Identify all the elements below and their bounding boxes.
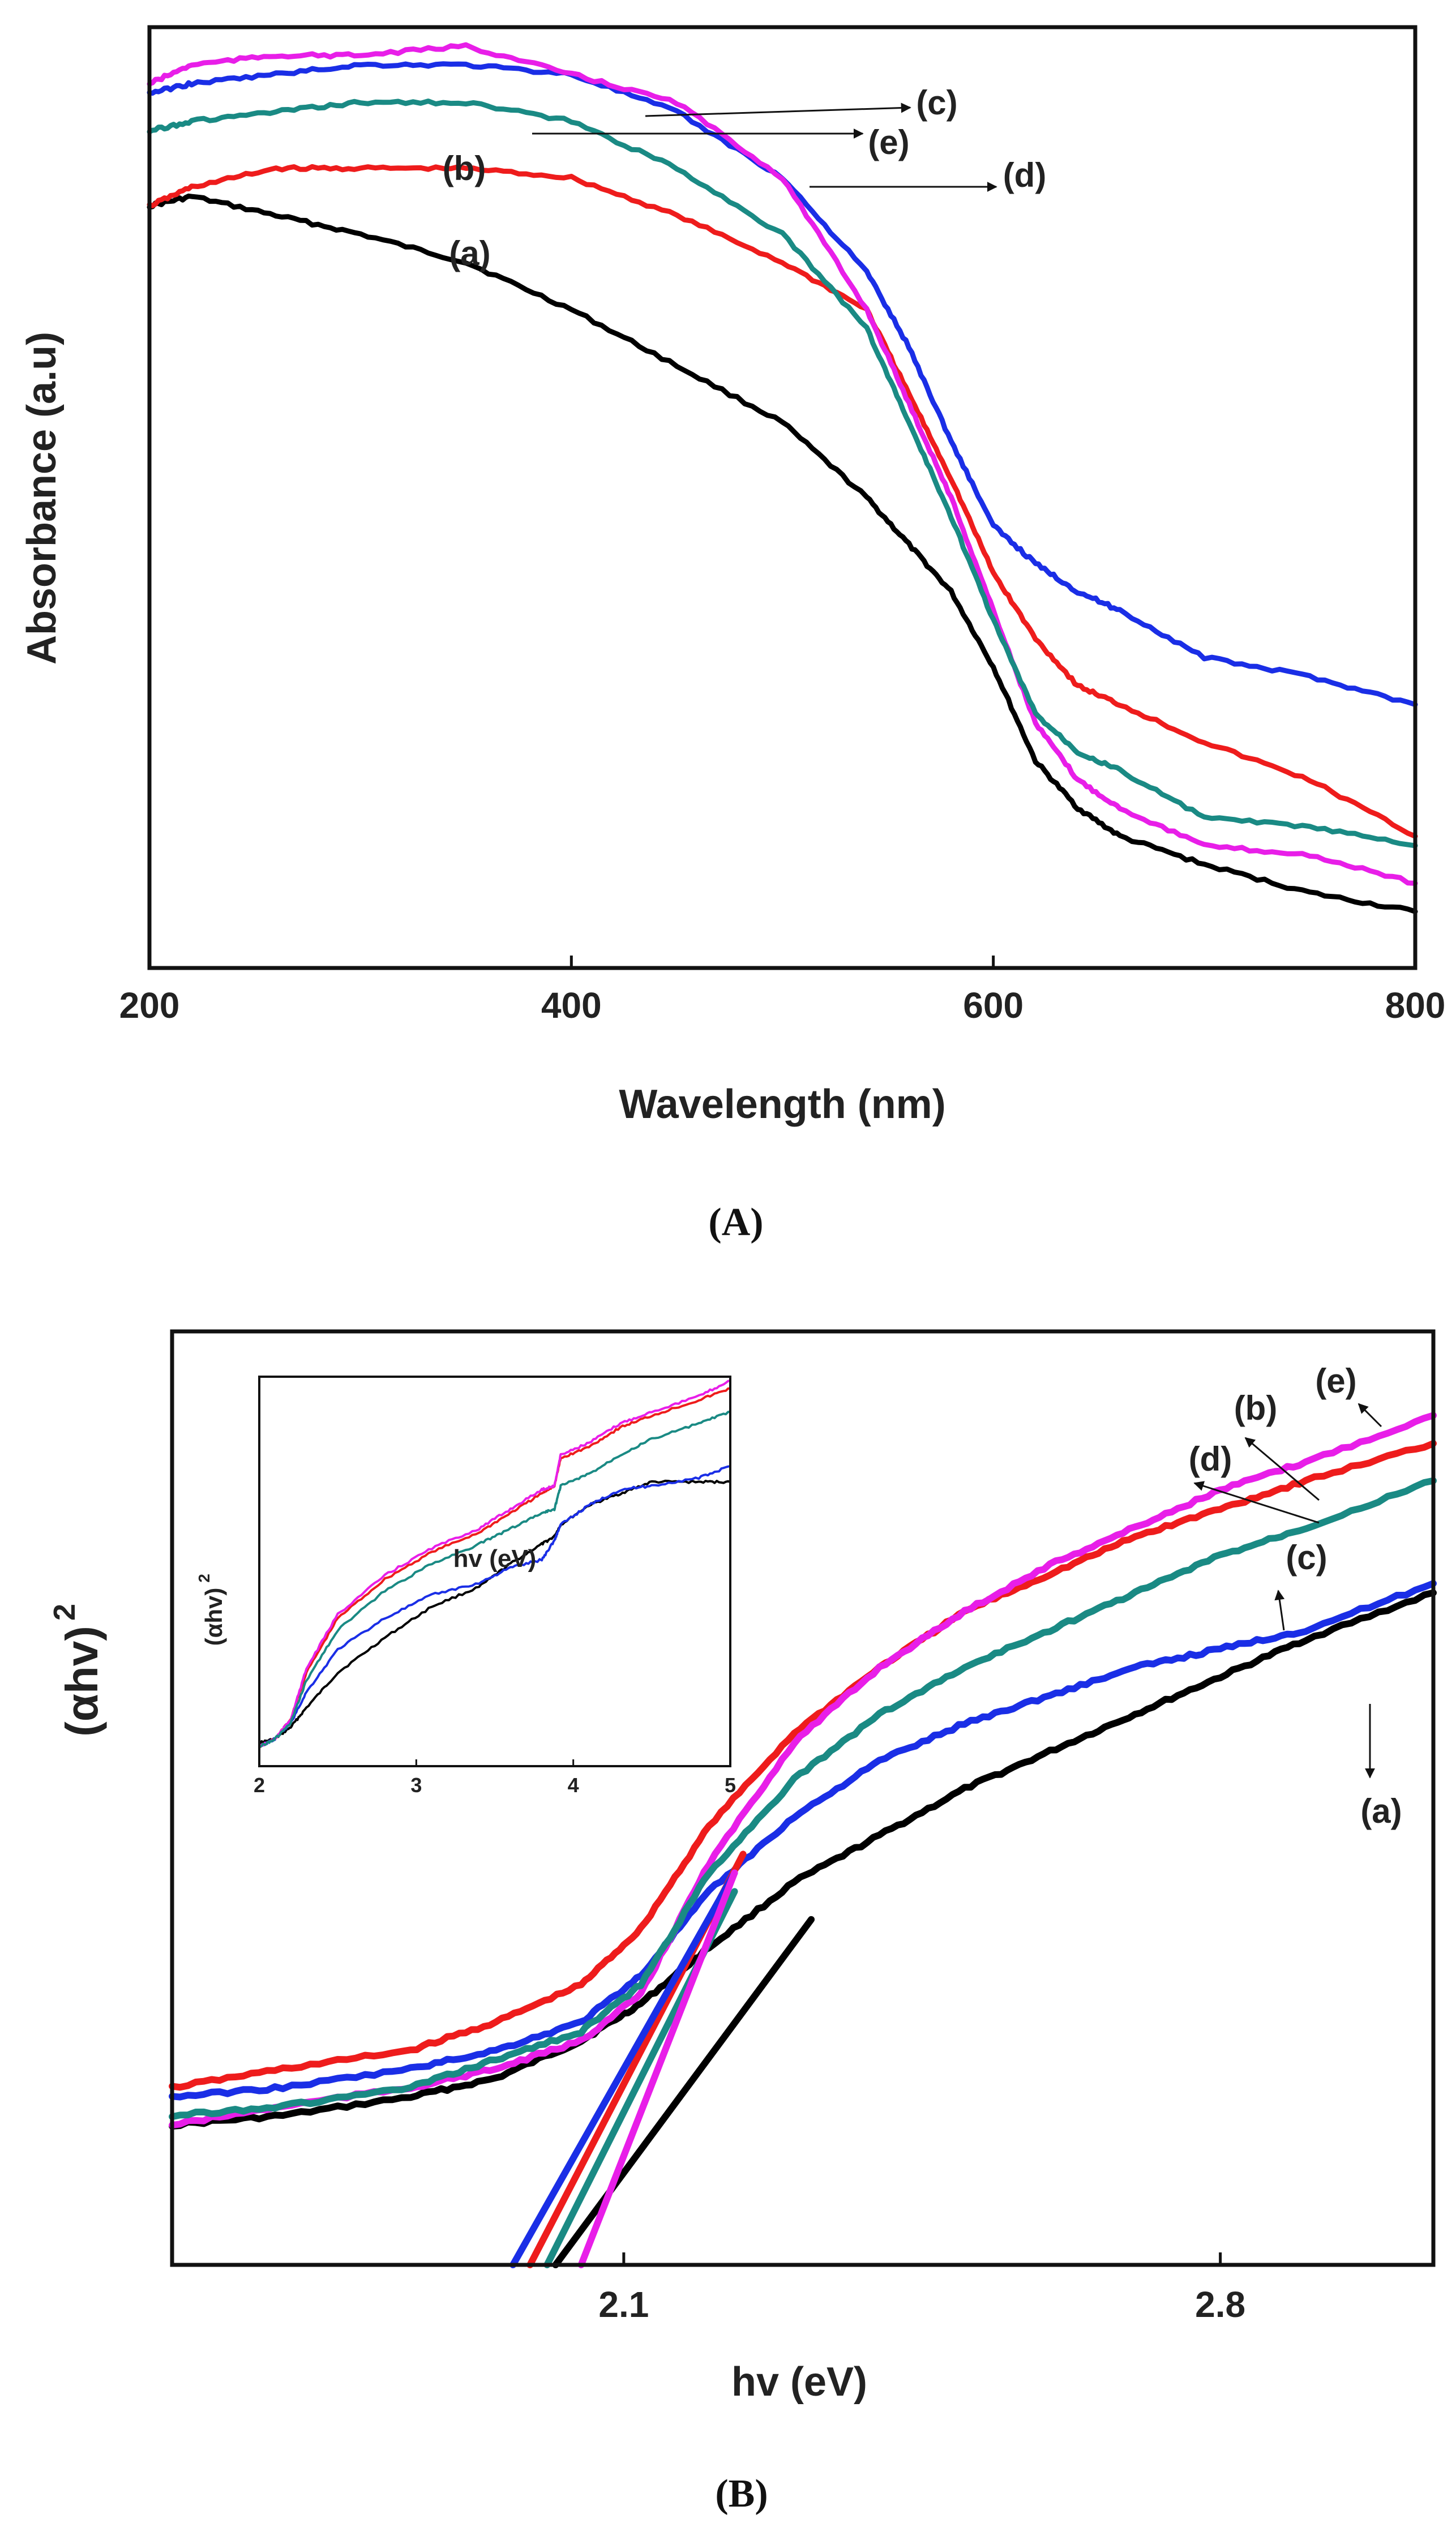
panel-a-series-b-line	[147, 164, 1418, 839]
panel-a-curve-label-d: (d)	[1003, 156, 1047, 194]
panel-a-annotations: (a) (b) (c)(e) (d)	[443, 84, 1047, 272]
inset-y-axis-title: (αhv)	[200, 1588, 227, 1646]
inset-x-ticks: 2 3 4 5	[254, 1759, 736, 1797]
panel-b-y-axis-title-group: (αhv) 2	[48, 1604, 107, 1737]
panel-b-y-axis-superscript: 2	[48, 1604, 82, 1621]
panel-a-x-axis-title: Wavelength (nm)	[619, 1082, 945, 1127]
panel-b-series-a-line	[169, 1589, 1437, 2130]
inset-series-c-line	[258, 1465, 731, 1748]
panel-a-x-tick-label: 400	[541, 985, 602, 1026]
panel-a-annotation-arrow	[645, 102, 911, 117]
panel-b-x-tick-label: 2.8	[1195, 2284, 1245, 2325]
panel-b-x-ticks: 2.1 2.8	[598, 2252, 1245, 2325]
panel-b-curves	[169, 1412, 1437, 2130]
panel-a-series-e-line	[147, 98, 1418, 849]
inset-background	[259, 1377, 730, 1766]
panel-b-annotation-arrow	[1244, 1437, 1320, 1501]
panel-a-y-axis-title: Absorbance (a.u)	[19, 332, 65, 665]
inset-series-d-line	[258, 1379, 731, 1748]
panel-b-inset: 2 3 4 5 hv (eV) (αhv) 2	[195, 1376, 736, 1797]
panel-a-x-tick-label: 600	[963, 985, 1024, 1026]
panel-a-x-ticks: 200 400 600 800	[119, 956, 1446, 1026]
inset-x-tick-label: 5	[725, 1774, 736, 1797]
panel-b-curve-label-a: (a)	[1360, 1792, 1402, 1830]
panel-b-x-tick-label: 2.1	[598, 2284, 649, 2325]
panel-a-curve-label-a: (a)	[449, 234, 490, 272]
panel-a-curve-label-e: (e)	[868, 123, 909, 161]
panel-a-series-c-line	[147, 61, 1418, 708]
panel-a-curve-label-b: (b)	[443, 149, 486, 187]
panel-b: 2.1 2.8 (a) (c) (d)(b) (e) 2 3 4 5 hv (eV) (αhv…	[48, 1329, 1437, 2516]
panel-b-annotation-arrow	[1193, 1481, 1320, 1524]
panel-b-curve-label-b: (b)	[1234, 1389, 1278, 1427]
panel-b-annotation-arrow	[1357, 1403, 1382, 1428]
panel-b-series-d-line	[169, 1412, 1437, 2129]
panel-b-y-axis-title: (αhv)	[57, 1626, 107, 1737]
panel-a-series-d-line	[147, 42, 1418, 886]
panel-b-tangent-a	[552, 1916, 815, 2268]
panel-a-x-tick-label: 800	[1385, 985, 1446, 1026]
panel-b-plot-frame	[170, 1329, 1436, 2267]
inset-x-tick-label: 4	[568, 1774, 579, 1797]
inset-y-axis-superscript: 2	[195, 1574, 213, 1583]
panel-b-x-axis-title: hv (eV)	[731, 2359, 867, 2405]
panel-b-annotation-arrow	[1274, 1590, 1285, 1631]
inset-series-e-line	[258, 1410, 731, 1749]
panel-b-curve-label-d: (d)	[1189, 1440, 1232, 1478]
panel-b-annotations: (a) (c) (d)(b) (e)	[1189, 1362, 1402, 1830]
inset-x-axis-title: hv (eV)	[453, 1545, 537, 1573]
panel-b-series-c-line	[169, 1580, 1437, 2101]
inset-y-axis-title-group: (αhv) 2	[195, 1574, 227, 1646]
panel-b-caption: (B)	[715, 2472, 768, 2516]
panel-b-tangent-lines	[509, 1851, 815, 2268]
panel-a-curves	[147, 42, 1418, 914]
panel-a: 200 400 600 800 (a) (b) (c)(e) (d) Wavelength …	[19, 25, 1446, 1244]
inset-x-tick-label: 3	[410, 1774, 422, 1797]
panel-a-plot-frame	[147, 25, 1418, 970]
inset-curves	[258, 1379, 731, 1749]
inset-plot-frame	[258, 1376, 731, 1767]
panel-a-x-tick-label: 200	[119, 985, 180, 1026]
panel-a-curve-label-c: (c)	[916, 84, 957, 122]
panel-b-curve-label-e: (e)	[1315, 1362, 1356, 1400]
panel-b-curve-label-c: (c)	[1286, 1539, 1327, 1577]
inset-x-tick-label: 2	[254, 1774, 265, 1797]
panel-b-tangent-d	[577, 1869, 738, 2268]
panel-b-tangent-c	[509, 1869, 738, 2268]
panel-b-series-e-line	[169, 1477, 1437, 2121]
panel-a-series-a-line	[147, 193, 1418, 914]
panel-b-series-b-line	[169, 1440, 1437, 2091]
panel-a-caption: (A)	[708, 1201, 763, 1244]
